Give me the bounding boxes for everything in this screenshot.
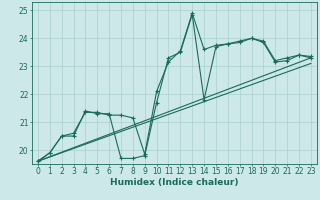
X-axis label: Humidex (Indice chaleur): Humidex (Indice chaleur): [110, 178, 239, 187]
